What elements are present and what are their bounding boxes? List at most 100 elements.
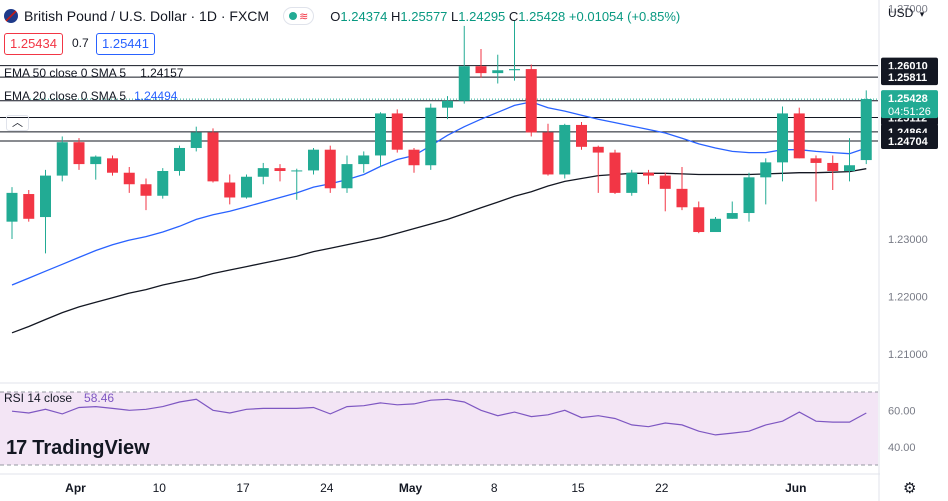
candle-body <box>509 69 520 71</box>
candle-body <box>743 177 755 214</box>
y-tick-label: 1.22000 <box>888 292 928 304</box>
candle-body <box>257 168 269 177</box>
buy-button[interactable]: 1.25441 <box>96 33 155 55</box>
candle-body <box>492 70 504 74</box>
candle <box>174 145 185 176</box>
candle <box>659 172 671 212</box>
x-tick-label: 17 <box>236 481 250 495</box>
candle-body <box>542 132 554 175</box>
ohlc-high: 1.25577 <box>400 8 448 24</box>
candle-body <box>324 149 336 189</box>
candle <box>442 96 453 120</box>
candle <box>207 128 219 183</box>
market-open-dot-icon <box>289 12 298 20</box>
sell-button[interactable]: 1.25434 <box>4 33 63 55</box>
ema20-legend[interactable]: EMA 20 close 0 SMA 5 1.24494 <box>4 89 177 103</box>
countdown-label: 04:51:26 <box>888 106 931 118</box>
price-level-lines <box>0 65 878 142</box>
rsi-legend[interactable]: RSI 14 close 58.46 <box>4 391 114 405</box>
candle-body <box>844 165 855 171</box>
x-tick-label: 8 <box>491 481 498 495</box>
candle <box>425 103 437 170</box>
rsi-tick-label: 40.00 <box>888 442 916 454</box>
candle-body <box>777 113 788 163</box>
candle <box>559 123 571 179</box>
candle-body <box>425 107 437 166</box>
candle <box>56 136 68 182</box>
candle <box>123 166 135 193</box>
candle-body <box>710 218 721 233</box>
x-tick-label: 15 <box>571 481 585 495</box>
candle-body <box>190 132 202 148</box>
currency-selector[interactable]: USD ▾ <box>888 6 924 20</box>
candle-body <box>174 147 185 171</box>
candle <box>592 145 604 193</box>
replay-icon: ≋ <box>299 10 309 23</box>
status-pill[interactable]: ≋ <box>283 7 315 25</box>
candle-body <box>157 171 169 196</box>
symbol-title[interactable]: British Pound / U.S. Dollar · 1D · FXCM <box>24 8 270 24</box>
chart-header: British Pound / U.S. Dollar · 1D · FXCM … <box>4 7 680 25</box>
rsi-legend-value: 58.46 <box>84 391 115 405</box>
x-tick-label: 10 <box>153 481 167 495</box>
candle-body <box>308 149 319 171</box>
candle <box>6 187 18 239</box>
candle <box>693 201 705 234</box>
candle <box>157 168 169 199</box>
rsi-line <box>11 398 867 436</box>
candle-body <box>693 207 705 233</box>
ohlc-low: 1.24295 <box>458 8 506 24</box>
spread-value: 0.7 <box>72 36 89 50</box>
candle <box>324 145 336 193</box>
candle-body <box>793 113 805 159</box>
candle <box>90 155 102 180</box>
candle <box>107 155 118 176</box>
chevron-down-icon: ▾ <box>919 9 925 19</box>
ema50-legend[interactable]: EMA 20 close 0 SMA 5 EMA 50 close 0 SMA … <box>4 66 183 80</box>
candle-body <box>626 172 638 193</box>
candle-body <box>391 113 403 150</box>
x-tick-label: Apr <box>65 481 86 495</box>
x-tick-label: Jun <box>785 481 806 495</box>
ema20-line <box>11 101 867 286</box>
candle-body <box>140 184 152 196</box>
candle-body <box>827 162 839 171</box>
candle <box>308 147 319 175</box>
candle-body <box>56 142 68 176</box>
last-price-tag <box>881 90 938 119</box>
candle <box>626 169 638 196</box>
candle-body <box>207 132 219 182</box>
x-tick-label: May <box>399 481 423 495</box>
rsi-layer <box>11 398 867 436</box>
tradingview-logo-icon: 17 <box>6 437 27 459</box>
rsi-tick-label: 60.00 <box>888 405 916 417</box>
candle-body <box>609 152 621 193</box>
ohlc-close: 1.25428 <box>518 8 566 24</box>
candle-body <box>375 113 386 156</box>
candle-body <box>442 100 453 108</box>
rsi-pane <box>0 391 878 466</box>
candle <box>358 151 370 173</box>
candle-body <box>224 182 236 198</box>
ohlc-readout: O1.24374 H1.25577 L1.24295 C1.25428 +0.0… <box>330 8 681 24</box>
gear-icon[interactable]: ⚙ <box>903 480 917 497</box>
x-tick-label: 24 <box>320 481 334 495</box>
x-axis-labels: Apr 10 17 24 May 8 15 22 Jun <box>65 481 806 495</box>
ema50-layer <box>11 168 867 334</box>
candle <box>140 178 152 211</box>
candle-body <box>592 146 604 153</box>
candle-body <box>90 156 102 165</box>
rsi-band <box>0 392 878 465</box>
candle-body <box>860 99 872 161</box>
candle-body <box>576 124 587 147</box>
candle <box>40 169 51 254</box>
last-price-label: 1.25428 <box>888 93 928 105</box>
brand-logo: 17 TradingView <box>6 437 150 460</box>
candle <box>391 109 403 153</box>
collapse-legend-button[interactable]: ︿ <box>6 115 29 131</box>
candle <box>525 64 537 137</box>
candle <box>743 172 755 222</box>
candle <box>458 25 470 104</box>
candle-body <box>23 194 35 219</box>
